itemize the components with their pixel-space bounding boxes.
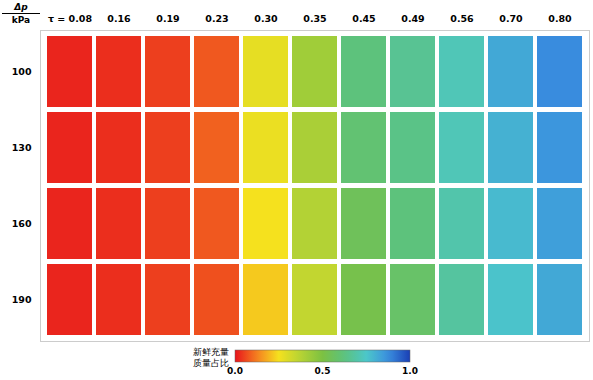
html-text:kPa: kPa	[11, 15, 31, 25]
svg-text:质量占比: 质量占比	[193, 358, 229, 368]
svg-text:0.19: 0.19	[156, 13, 179, 24]
svg-text:新鲜充量: 新鲜充量	[193, 347, 229, 357]
svg-text:0.30: 0.30	[254, 13, 278, 24]
svg-text:0.0: 0.0	[227, 366, 243, 376]
svg-text:0.45: 0.45	[352, 13, 375, 24]
svg-text:100: 100	[12, 66, 32, 77]
svg-text:160: 160	[12, 218, 32, 229]
svg-text:τ = 0.08: τ = 0.08	[48, 13, 92, 24]
html-text:Δp: Δp	[14, 2, 28, 12]
svg-text:0.35: 0.35	[303, 13, 326, 24]
svg-text:0.49: 0.49	[401, 13, 424, 24]
svg-text:0.80: 0.80	[548, 13, 572, 24]
svg-text:0.23: 0.23	[205, 13, 228, 24]
svg-text:0.70: 0.70	[499, 13, 523, 24]
svg-text:0.16: 0.16	[107, 13, 131, 24]
svg-text:0.5: 0.5	[315, 366, 331, 376]
svg-text:0.56: 0.56	[450, 13, 474, 24]
svg-text:130: 130	[12, 142, 32, 153]
svg-text:190: 190	[12, 294, 32, 305]
svg-text:1.0: 1.0	[402, 366, 418, 376]
